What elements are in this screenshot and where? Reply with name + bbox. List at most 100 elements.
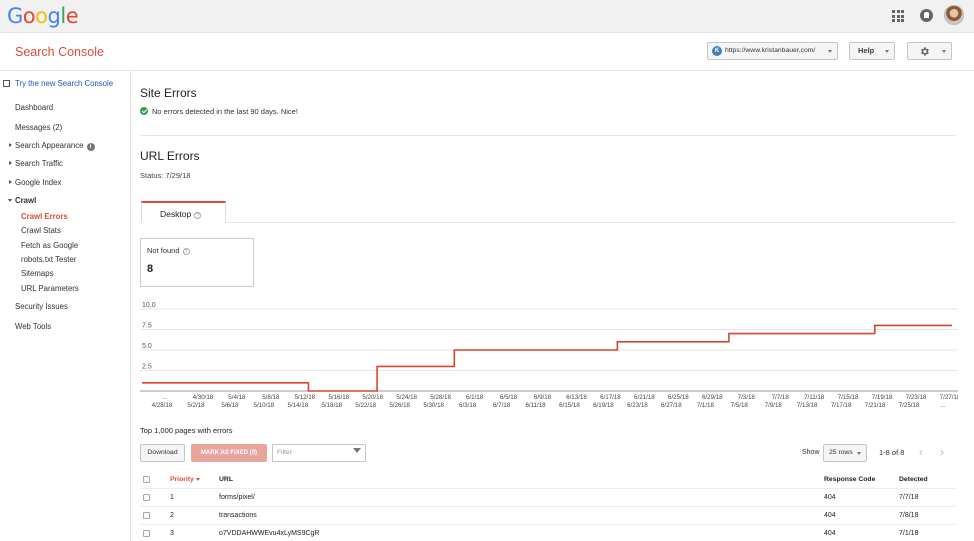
site-errors-title: Site Errors [140,86,197,100]
try-new-console-link[interactable]: Try the new Search Console [3,79,113,88]
column-header-priority[interactable]: Priority [170,476,200,483]
logo-letter: o [22,4,36,28]
table-row[interactable]: 3 o7VDDAHWWEvu4xLyMS9CgR 404 7/1/18 [140,525,956,541]
sidebar-item-fetch-as-google[interactable]: Fetch as Google [21,241,79,250]
x-tick-label: 5/6/18 [221,402,239,409]
url-errors-title: URL Errors [140,149,200,163]
x-tick-label: 6/17/18 [600,394,621,401]
select-all-checkbox[interactable] [143,476,150,483]
x-tick-label: 5/18/18 [321,402,342,409]
next-page-button[interactable]: › [940,445,944,459]
pagination-range: 1-8 of 8 [879,448,905,457]
x-tick-label: 5/10/18 [254,402,275,409]
column-header-url[interactable]: URL [219,476,233,483]
avatar[interactable] [944,5,964,25]
sidebar-item-web-tools[interactable]: Web Tools [15,322,52,331]
row-detected: 7/8/18 [899,512,919,519]
sidebar-item-search-appearance[interactable]: Search Appearance i [9,141,95,151]
x-tick-label: 5/2/18 [187,402,205,409]
logo-letter: g [47,4,61,28]
filter-icon [353,448,361,453]
row-response-code: 404 [824,512,836,519]
sidebar-item-crawl[interactable]: Crawl [7,196,37,205]
help-circle-icon[interactable]: ? [182,248,190,255]
x-tick-label: 5/24/18 [396,394,417,401]
sidebar-item-robots-tester[interactable]: robots.txt Tester [21,255,77,264]
x-tick-label: 7/23/18 [906,394,927,401]
apps-grid-icon[interactable] [892,10,904,22]
x-tick-label: 6/3/18 [459,402,477,409]
prev-page-button[interactable]: ‹ [919,445,923,459]
column-header-detected[interactable]: Detected [899,476,928,483]
sidebar-item-sitemaps[interactable]: Sitemaps [21,269,54,278]
logo-letter: o [35,4,48,28]
help-button[interactable]: Help [849,42,895,60]
download-button[interactable]: Download [140,444,185,462]
row-detected: 7/1/18 [899,530,919,537]
divider [140,135,956,136]
sort-down-icon [195,477,200,481]
row-url[interactable]: o7VDDAHWWEvu4xLyMS9CgR [219,530,320,537]
y-tick-label: 10.0 [142,302,156,309]
not-found-label: Not found? [147,246,190,255]
sidebar-item-crawl-stats[interactable]: Crawl Stats [21,226,61,235]
mark-as-fixed-button[interactable]: MARK AS FIXED (0) [191,444,267,462]
row-checkbox[interactable] [143,494,150,501]
x-tick-label: 5/16/18 [328,394,349,401]
status-text: Status: 7/29/18 [140,171,191,180]
x-tick-label: ... [940,402,945,409]
x-tick-label: 5/22/18 [355,402,376,409]
x-tick-label: 7/19/18 [872,394,893,401]
table-row[interactable]: 1 forms/pixel/ 404 7/7/18 [140,489,956,507]
not-found-count: 8 [147,263,154,275]
not-found-label-text: Not found [147,246,180,255]
x-tick-label: 6/19/18 [593,402,614,409]
sidebar-item-crawl-errors[interactable]: Crawl Errors [21,212,68,221]
row-url[interactable]: forms/pixel/ [219,494,255,501]
row-priority: 2 [170,512,174,519]
errors-chart-svg: 10.0 7.5 5.0 2.5... 4/30/18 5/4/18 5/8/18 5/12/… [140,302,961,409]
top-bar: Google [0,0,974,33]
rows-per-page-select[interactable]: 25 rows [823,444,867,462]
tab-desktop[interactable]: Desktop? [141,201,226,223]
x-tick-label: 7/15/18 [838,394,859,401]
row-priority: 1 [170,494,174,501]
x-tick-label: 7/7/18 [772,394,790,401]
x-tick-label: 7/21/18 [865,402,886,409]
x-tick-label: 5/4/18 [228,394,246,401]
filter-input[interactable]: Filter [272,444,366,462]
site-favicon-icon: K [712,46,722,56]
sidebar-item-url-parameters[interactable]: URL Parameters [21,284,79,293]
info-icon[interactable]: i [86,143,95,151]
app-header: Search Console K https://www.kristanbaue… [0,33,974,71]
help-circle-icon[interactable]: ? [194,212,202,219]
row-checkbox[interactable] [143,530,150,537]
x-tick-label: 6/7/18 [493,402,511,409]
site-selector[interactable]: K https://www.kristanbauer.com/ [707,42,838,60]
table-row[interactable]: 2 transactions 404 7/8/18 [140,507,956,525]
x-tick-label: 5/12/18 [294,394,315,401]
sidebar-item-search-traffic[interactable]: Search Traffic [9,159,63,168]
sidebar-item-google-index[interactable]: Google Index [8,178,62,187]
x-tick-label: 7/25/18 [899,402,920,409]
row-checkbox[interactable] [143,512,150,519]
not-found-card[interactable]: Not found? 8 [140,238,254,287]
x-tick-label: 5/20/18 [362,394,383,401]
row-response-code: 404 [824,494,836,501]
sidebar-item-security-issues[interactable]: Security Issues [15,302,68,311]
priority-header-label: Priority [170,476,194,483]
errors-chart: 10.0 7.5 5.0 2.5... 4/30/18 5/4/18 5/8/18 5/12/… [140,299,961,415]
sidebar-item-messages[interactable]: Messages (2) [15,123,63,132]
sidebar-item-dashboard[interactable]: Dashboard [15,103,54,112]
main-content: Site Errors No errors detected in the la… [140,71,974,541]
errors-table: Priority URL Response Code Detected 1 fo… [140,471,956,541]
notifications-icon[interactable] [920,9,933,22]
help-label: Help [858,46,875,55]
x-tick-label: 7/13/18 [797,402,818,409]
settings-button[interactable] [907,42,952,60]
column-header-response-code[interactable]: Response Code [824,476,876,483]
row-url[interactable]: transactions [219,512,257,519]
app-title[interactable]: Search Console [15,45,104,59]
logo-letter: G [7,4,23,28]
google-logo[interactable]: Google [7,4,79,28]
